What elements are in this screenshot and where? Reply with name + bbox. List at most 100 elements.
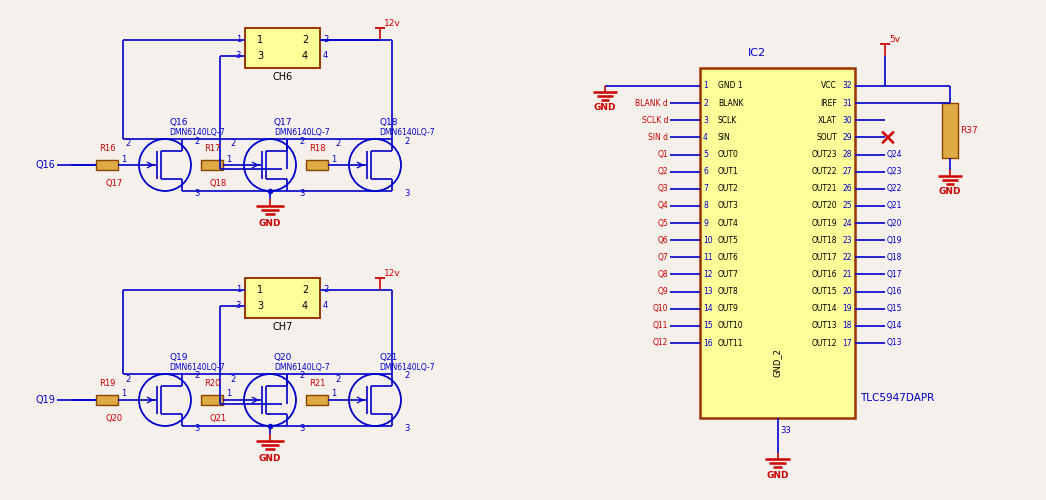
Text: GND: GND bbox=[258, 218, 281, 228]
Text: 10: 10 bbox=[703, 236, 712, 244]
Text: 1: 1 bbox=[703, 82, 708, 90]
Text: 28: 28 bbox=[842, 150, 852, 159]
Text: VCC: VCC bbox=[821, 82, 837, 90]
Text: SIN d: SIN d bbox=[649, 133, 668, 142]
Text: 1: 1 bbox=[121, 390, 127, 398]
Text: Q8: Q8 bbox=[657, 270, 668, 279]
Text: 9: 9 bbox=[703, 218, 708, 228]
Text: CH7: CH7 bbox=[272, 322, 293, 332]
Text: Q20: Q20 bbox=[887, 218, 903, 228]
Text: 12v: 12v bbox=[384, 270, 401, 278]
Text: 1: 1 bbox=[331, 390, 336, 398]
Text: CH6: CH6 bbox=[272, 72, 293, 82]
Text: Q7: Q7 bbox=[657, 253, 668, 262]
Text: 4: 4 bbox=[302, 51, 309, 61]
Text: 17: 17 bbox=[842, 338, 852, 347]
Text: 30: 30 bbox=[842, 116, 852, 125]
Text: 5v: 5v bbox=[889, 36, 901, 44]
Text: 3: 3 bbox=[194, 424, 200, 433]
Text: 21: 21 bbox=[842, 270, 852, 279]
Text: OUT9: OUT9 bbox=[718, 304, 738, 313]
Text: 3: 3 bbox=[257, 51, 263, 61]
Text: Q3: Q3 bbox=[657, 184, 668, 194]
Text: Q13: Q13 bbox=[887, 338, 903, 347]
Text: OUT8: OUT8 bbox=[718, 287, 738, 296]
Text: 2: 2 bbox=[299, 136, 304, 145]
Text: 3: 3 bbox=[194, 189, 200, 198]
Text: Q6: Q6 bbox=[657, 236, 668, 244]
Text: Q16: Q16 bbox=[169, 118, 187, 127]
Text: Q19: Q19 bbox=[887, 236, 903, 244]
Text: 2: 2 bbox=[194, 372, 199, 380]
Text: 3: 3 bbox=[299, 189, 304, 198]
Text: 13: 13 bbox=[703, 287, 712, 296]
Text: Q17: Q17 bbox=[105, 179, 122, 188]
Text: OUT10: OUT10 bbox=[718, 322, 744, 330]
Text: Q16: Q16 bbox=[887, 287, 903, 296]
Text: OUT16: OUT16 bbox=[812, 270, 837, 279]
Text: OUT5: OUT5 bbox=[718, 236, 738, 244]
Text: DMN6140LQ-7: DMN6140LQ-7 bbox=[379, 128, 435, 137]
Text: 2: 2 bbox=[302, 285, 309, 295]
Text: OUT20: OUT20 bbox=[812, 202, 837, 210]
Text: 18: 18 bbox=[842, 322, 852, 330]
Text: OUT7: OUT7 bbox=[718, 270, 738, 279]
Text: 2: 2 bbox=[323, 286, 328, 294]
Text: 2: 2 bbox=[323, 36, 328, 44]
Text: 1: 1 bbox=[235, 36, 241, 44]
Text: Q2: Q2 bbox=[657, 167, 668, 176]
Text: GND: GND bbox=[767, 472, 789, 480]
Text: 31: 31 bbox=[842, 98, 852, 108]
Text: 7: 7 bbox=[703, 184, 708, 194]
Text: BLANK d: BLANK d bbox=[635, 98, 668, 108]
Text: 32: 32 bbox=[842, 82, 852, 90]
Text: OUT1: OUT1 bbox=[718, 167, 738, 176]
Text: Q18: Q18 bbox=[379, 118, 397, 127]
Text: OUT12: OUT12 bbox=[812, 338, 837, 347]
Text: Q24: Q24 bbox=[887, 150, 903, 159]
Text: R19: R19 bbox=[98, 379, 115, 388]
Bar bbox=[245, 278, 320, 318]
Text: BLANK: BLANK bbox=[718, 98, 744, 108]
Text: OUT11: OUT11 bbox=[718, 338, 744, 347]
Text: TLC5947DAPR: TLC5947DAPR bbox=[860, 393, 934, 403]
Text: Q15: Q15 bbox=[887, 304, 903, 313]
Text: Q21: Q21 bbox=[210, 414, 227, 423]
Text: 12: 12 bbox=[703, 270, 712, 279]
Text: 2: 2 bbox=[336, 140, 341, 148]
Text: OUT4: OUT4 bbox=[718, 218, 738, 228]
Text: OUT13: OUT13 bbox=[812, 322, 837, 330]
Text: 27: 27 bbox=[842, 167, 852, 176]
Text: 19: 19 bbox=[842, 304, 852, 313]
Text: Q20: Q20 bbox=[105, 414, 122, 423]
Text: 3: 3 bbox=[703, 116, 708, 125]
Bar bbox=[201, 160, 223, 170]
Text: Q9: Q9 bbox=[657, 287, 668, 296]
Bar bbox=[306, 160, 328, 170]
Text: Q21: Q21 bbox=[887, 202, 903, 210]
Text: 1: 1 bbox=[257, 35, 263, 45]
Text: 1: 1 bbox=[226, 390, 231, 398]
Text: 2: 2 bbox=[126, 374, 131, 384]
Text: 11: 11 bbox=[703, 253, 712, 262]
Text: 1: 1 bbox=[235, 286, 241, 294]
Text: OUT14: OUT14 bbox=[812, 304, 837, 313]
Text: 2: 2 bbox=[231, 140, 236, 148]
Text: 2: 2 bbox=[404, 372, 409, 380]
Text: 2: 2 bbox=[126, 140, 131, 148]
Text: GND: GND bbox=[594, 104, 616, 112]
Text: Q14: Q14 bbox=[887, 322, 903, 330]
Text: 4: 4 bbox=[323, 52, 328, 60]
Text: 2: 2 bbox=[194, 136, 199, 145]
Text: Q18: Q18 bbox=[210, 179, 227, 188]
Text: Q1: Q1 bbox=[657, 150, 668, 159]
Text: 14: 14 bbox=[703, 304, 712, 313]
Text: R18: R18 bbox=[309, 144, 325, 153]
Text: DMN6140LQ-7: DMN6140LQ-7 bbox=[169, 363, 225, 372]
Text: 23: 23 bbox=[842, 236, 852, 244]
Text: 2: 2 bbox=[703, 98, 708, 108]
Text: GND 1: GND 1 bbox=[718, 82, 743, 90]
Bar bbox=[96, 160, 118, 170]
Text: 25: 25 bbox=[842, 202, 852, 210]
Text: R37: R37 bbox=[960, 126, 978, 135]
